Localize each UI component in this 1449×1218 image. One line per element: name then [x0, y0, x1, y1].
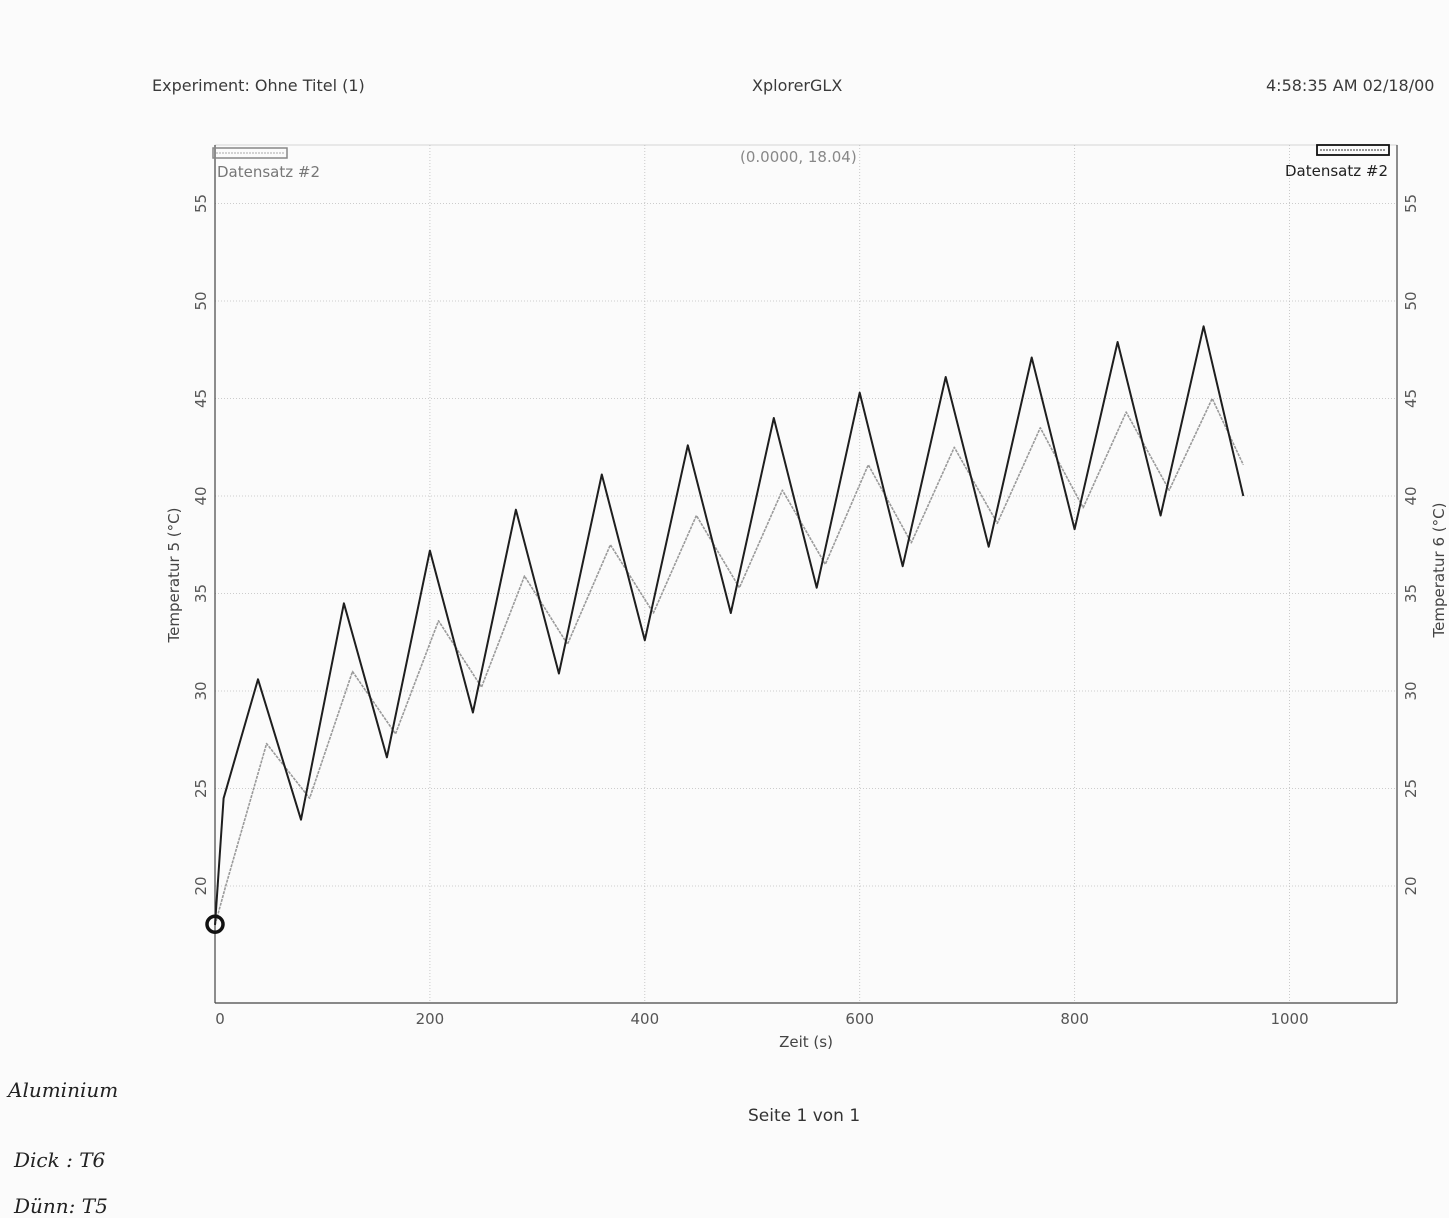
- y-left-tick-label: 45: [192, 389, 210, 408]
- legend-label-left: Datensatz #2: [217, 163, 320, 181]
- y-left-tick-label: 50: [192, 291, 210, 310]
- print-timestamp: 4:58:35 AM 02/18/00: [1266, 76, 1435, 95]
- cursor-marker[interactable]: [205, 914, 225, 934]
- y-right-tick-labels: 20 25 30 35 40 45 50 55: [1402, 194, 1420, 896]
- handwritten-note-thick: Dick : T6: [14, 1148, 106, 1172]
- y-left-tick-label: 55: [192, 194, 210, 213]
- y-left-tick-label: 35: [192, 584, 210, 603]
- series-line-temperatur-6: [214, 397, 1245, 926]
- x-tick-labels: 0 200 400 600 800 1000: [215, 1010, 1308, 1028]
- series-lines: [214, 325, 1245, 926]
- x-tick-label: 800: [1060, 1010, 1089, 1028]
- handwritten-note-material: Aluminium: [8, 1078, 119, 1102]
- x-tick-label: 400: [630, 1010, 659, 1028]
- plot-frame: [214, 144, 1398, 1004]
- x-tick-label: 600: [845, 1010, 874, 1028]
- y-right-tick-label: 20: [1402, 876, 1420, 895]
- y-right-tick-label: 25: [1402, 779, 1420, 798]
- x-tick-label: 200: [416, 1010, 445, 1028]
- grid: [215, 145, 1397, 1003]
- x-tick-label: 0: [215, 1010, 225, 1028]
- series-line-temperatur-5: [214, 325, 1245, 926]
- y-left-tick-label: 30: [192, 681, 210, 700]
- y-left-tick-label: 20: [192, 876, 210, 895]
- x-tick-label: 1000: [1270, 1010, 1308, 1028]
- temperature-chart: 0 200 400 600 800 1000 20 25 30 35 40 45 50 55 20 25 3…: [165, 144, 1448, 1051]
- y-right-tick-label: 40: [1402, 486, 1420, 505]
- y-axis-title-right: Temperatur 6 (°C): [1430, 503, 1448, 639]
- y-left-tick-labels: 20 25 30 35 40 45 50 55: [192, 194, 210, 896]
- experiment-title: Experiment: Ohne Titel (1): [152, 76, 365, 95]
- y-left-tick-label: 40: [192, 486, 210, 505]
- y-left-tick-label: 25: [192, 779, 210, 798]
- y-right-tick-label: 30: [1402, 681, 1420, 700]
- x-axis-title: Zeit (s): [779, 1033, 833, 1051]
- y-right-tick-label: 55: [1402, 194, 1420, 213]
- y-axis-title-left: Temperatur 5 (°C): [165, 508, 183, 644]
- y-right-tick-label: 35: [1402, 584, 1420, 603]
- cursor-readout: (0.0000, 18.04): [740, 148, 857, 166]
- y-right-tick-label: 50: [1402, 291, 1420, 310]
- legend-swatch-right: [1316, 144, 1390, 156]
- handwritten-note-thin: Dünn: T5: [14, 1194, 108, 1218]
- y-right-tick-label: 45: [1402, 389, 1420, 408]
- legend-swatch-left: [212, 147, 288, 159]
- page-footer: Seite 1 von 1: [748, 1106, 861, 1126]
- app-title: XplorerGLX: [752, 76, 843, 95]
- legend-label-right: Datensatz #2: [1285, 162, 1388, 180]
